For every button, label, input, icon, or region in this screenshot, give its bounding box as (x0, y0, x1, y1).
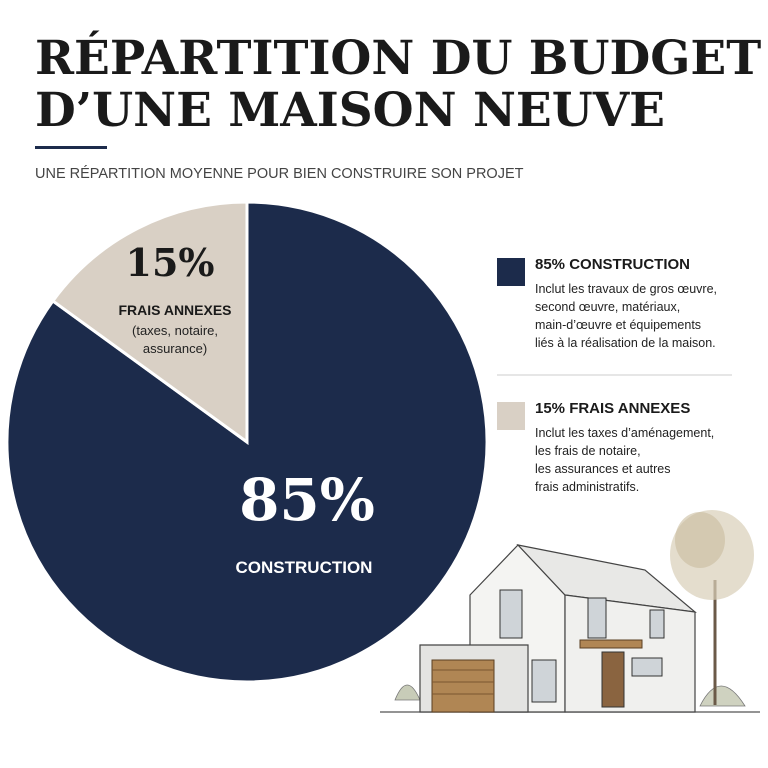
legend-title: 85% CONSTRUCTION (535, 256, 690, 273)
legend-description: les assurances et autres (535, 462, 671, 476)
slice-note: assurance) (143, 341, 207, 356)
legend-description: main-d’œuvre et équipements (535, 318, 701, 332)
house-illustration (380, 510, 760, 713)
legend-description: Inclut les taxes d’aménagement, (535, 426, 714, 440)
slice-category-label: FRAIS ANNEXES (118, 302, 231, 318)
legend-description: Inclut les travaux de gros œuvre, (535, 282, 717, 296)
legend: 85% CONSTRUCTION Inclut les travaux de gr… (497, 256, 717, 494)
title-line: D’UNE MAISON NEUVE (35, 83, 665, 138)
title-line: RÉPARTITION DU BUDGET (35, 30, 761, 86)
legend-swatch (497, 258, 525, 286)
pie: 85% CONSTRUCTION 15% FRAIS ANNEXES (taxes, n… (5, 200, 489, 684)
slice-category-label: CONSTRUCTION (236, 558, 373, 577)
slice-value-label: 15% (126, 240, 215, 285)
slice-value-label: 85% (239, 466, 375, 534)
subtitle: UNE RÉPARTITION MOYENNE POUR BIEN CONSTR… (35, 165, 524, 182)
legend-title: 15% FRAIS ANNEXES (535, 400, 690, 417)
pie-slice (50, 200, 249, 445)
legend-description: frais administratifs. (535, 480, 639, 494)
legend-description: liés à la réalisation de la maison. (535, 336, 716, 350)
title-underline (35, 146, 107, 149)
legend-description: les frais de notaire, (535, 444, 641, 458)
slice-note: (taxes, notaire, (132, 323, 218, 338)
legend-swatch (497, 402, 525, 430)
legend-description: second œuvre, matériaux, (535, 300, 680, 314)
